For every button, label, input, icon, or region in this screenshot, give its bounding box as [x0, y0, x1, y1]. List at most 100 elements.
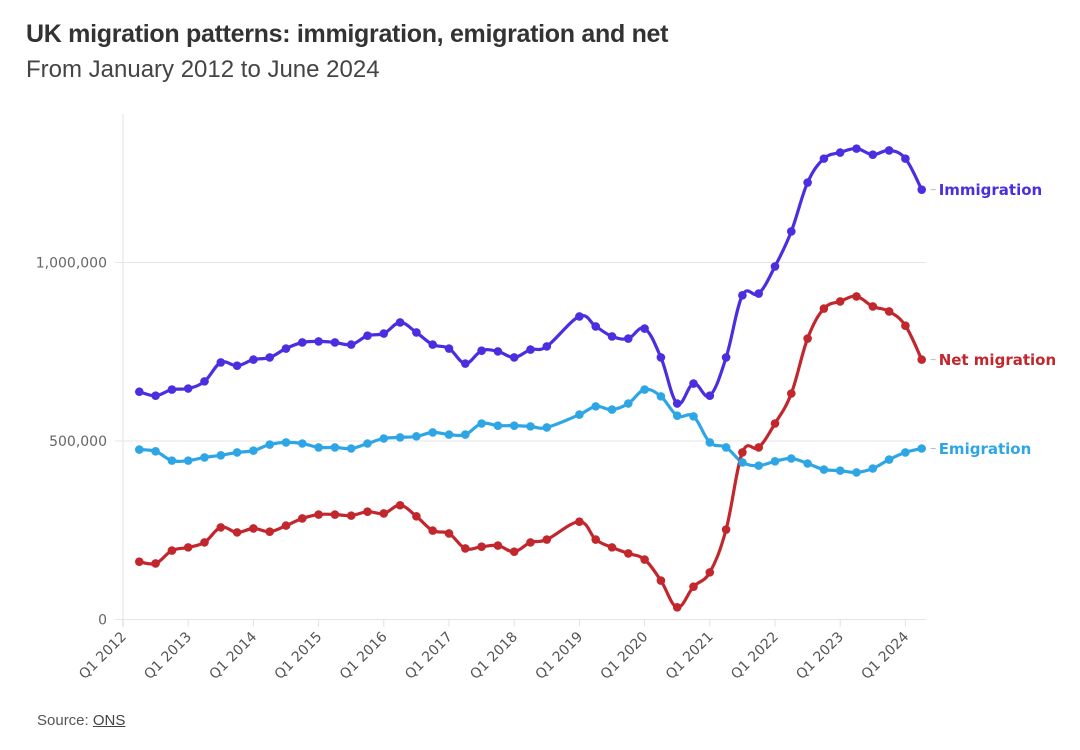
net-migration-point	[819, 304, 829, 313]
x-tick-label: Q1 2016	[337, 629, 391, 683]
net-migration-point	[672, 603, 682, 612]
emigration-point	[281, 438, 291, 447]
net-migration-point	[379, 509, 389, 518]
net-migration-point	[135, 557, 144, 566]
emigration-point	[705, 438, 715, 447]
immigration-point	[526, 345, 535, 354]
emigration-point	[232, 448, 242, 457]
emigration-point	[884, 455, 894, 464]
immigration-point	[183, 384, 193, 393]
net-migration-point	[216, 523, 226, 532]
emigration-point	[770, 457, 780, 466]
emigration-point	[444, 430, 454, 439]
emigration-point	[363, 439, 372, 448]
emigration-point	[216, 450, 226, 460]
emigration-point	[151, 447, 160, 456]
y-tick-label: 0	[98, 613, 107, 629]
y-tick-label: 500,000	[49, 434, 107, 450]
immigration-point	[868, 150, 878, 159]
chart-title: UK migration patterns: immigration, emig…	[26, 20, 669, 48]
x-axis: Q1 2012 Q1 2013 Q1 2014 Q1 2015 Q1 2016 Q1 20…	[76, 619, 912, 683]
net-migration-point	[346, 511, 356, 520]
immigration-point	[624, 334, 633, 343]
x-tick-label: Q1 2017	[402, 629, 456, 683]
x-tick-label: Q1 2023	[793, 629, 847, 683]
net-migration-point	[330, 510, 340, 519]
emigration-point	[395, 433, 405, 442]
net-migration-point	[265, 527, 275, 536]
immigration-point	[298, 338, 307, 347]
series-points	[135, 144, 926, 612]
emigration-point	[640, 385, 649, 394]
emigration-point	[852, 468, 861, 477]
x-tick-label: Q1 2015	[272, 629, 326, 683]
immigration-point	[819, 154, 829, 163]
immigration-point	[281, 344, 291, 353]
emigration-point	[298, 439, 307, 448]
net-migration-point	[689, 582, 698, 591]
net-migration-point	[852, 292, 861, 301]
immigration-point	[493, 347, 503, 356]
net-migration-point	[884, 307, 894, 316]
immigration-point	[216, 358, 226, 367]
immigration-point	[151, 391, 160, 400]
net-migration-point	[509, 547, 519, 556]
source-link[interactable]: ONS	[92, 712, 126, 729]
immigration-point	[461, 359, 470, 368]
gridlines	[115, 114, 926, 628]
x-tick-label: Q1 2022	[728, 629, 782, 683]
net-migration-point	[754, 443, 763, 452]
immigration-point	[607, 332, 617, 341]
net-migration-point	[461, 544, 470, 553]
immigration-point	[249, 355, 258, 364]
emigration-point	[167, 456, 177, 465]
emigration-label: Emigration	[939, 440, 1032, 458]
immigration-point	[363, 331, 372, 340]
x-tick-label: Q1 2019	[532, 629, 586, 683]
x-tick-label: Q1 2012	[76, 629, 130, 683]
net-migration-point	[770, 419, 780, 428]
immigration-point	[672, 399, 682, 408]
net-migration-point	[721, 525, 731, 534]
immigration-point	[689, 379, 698, 388]
emigration-point	[607, 405, 617, 414]
immigration-label: Immigration	[939, 181, 1043, 199]
immigration-point	[803, 178, 812, 187]
immigration-point	[575, 312, 584, 321]
emigration-point	[656, 392, 666, 401]
immigration-point	[265, 353, 275, 362]
immigration-point	[395, 318, 405, 327]
x-tick-label: Q1 2013	[141, 629, 195, 683]
net-migration-point	[200, 538, 209, 547]
net-migration-point	[607, 543, 617, 552]
net-migration-point	[314, 510, 323, 519]
immigration-point	[477, 346, 486, 355]
emigration-point	[183, 456, 193, 465]
net-migration-point	[493, 541, 503, 550]
net-migration-point	[412, 512, 421, 521]
net-migration-point	[901, 321, 910, 330]
immigration-point	[754, 289, 763, 298]
net-migration-point	[542, 535, 552, 544]
immigration-point	[884, 146, 894, 155]
emigration-point	[672, 411, 682, 420]
immigration-point	[640, 324, 649, 333]
emigration-point	[379, 434, 389, 443]
immigration-point	[852, 144, 861, 153]
emigration-point	[346, 444, 356, 453]
net-migration-point	[575, 517, 584, 526]
immigration-point	[200, 377, 209, 386]
immigration-point	[656, 353, 666, 362]
net-migration-point	[249, 524, 258, 533]
net-migration-point	[298, 514, 307, 523]
emigration-point	[819, 465, 829, 474]
net-migration-point	[444, 529, 454, 538]
net-migration-point	[232, 528, 242, 537]
emigration-point	[868, 464, 878, 473]
net-migration-point	[835, 297, 845, 306]
immigration-point	[232, 361, 242, 370]
immigration-point	[167, 385, 177, 394]
immigration-point	[428, 340, 438, 349]
emigration-point	[526, 422, 535, 431]
